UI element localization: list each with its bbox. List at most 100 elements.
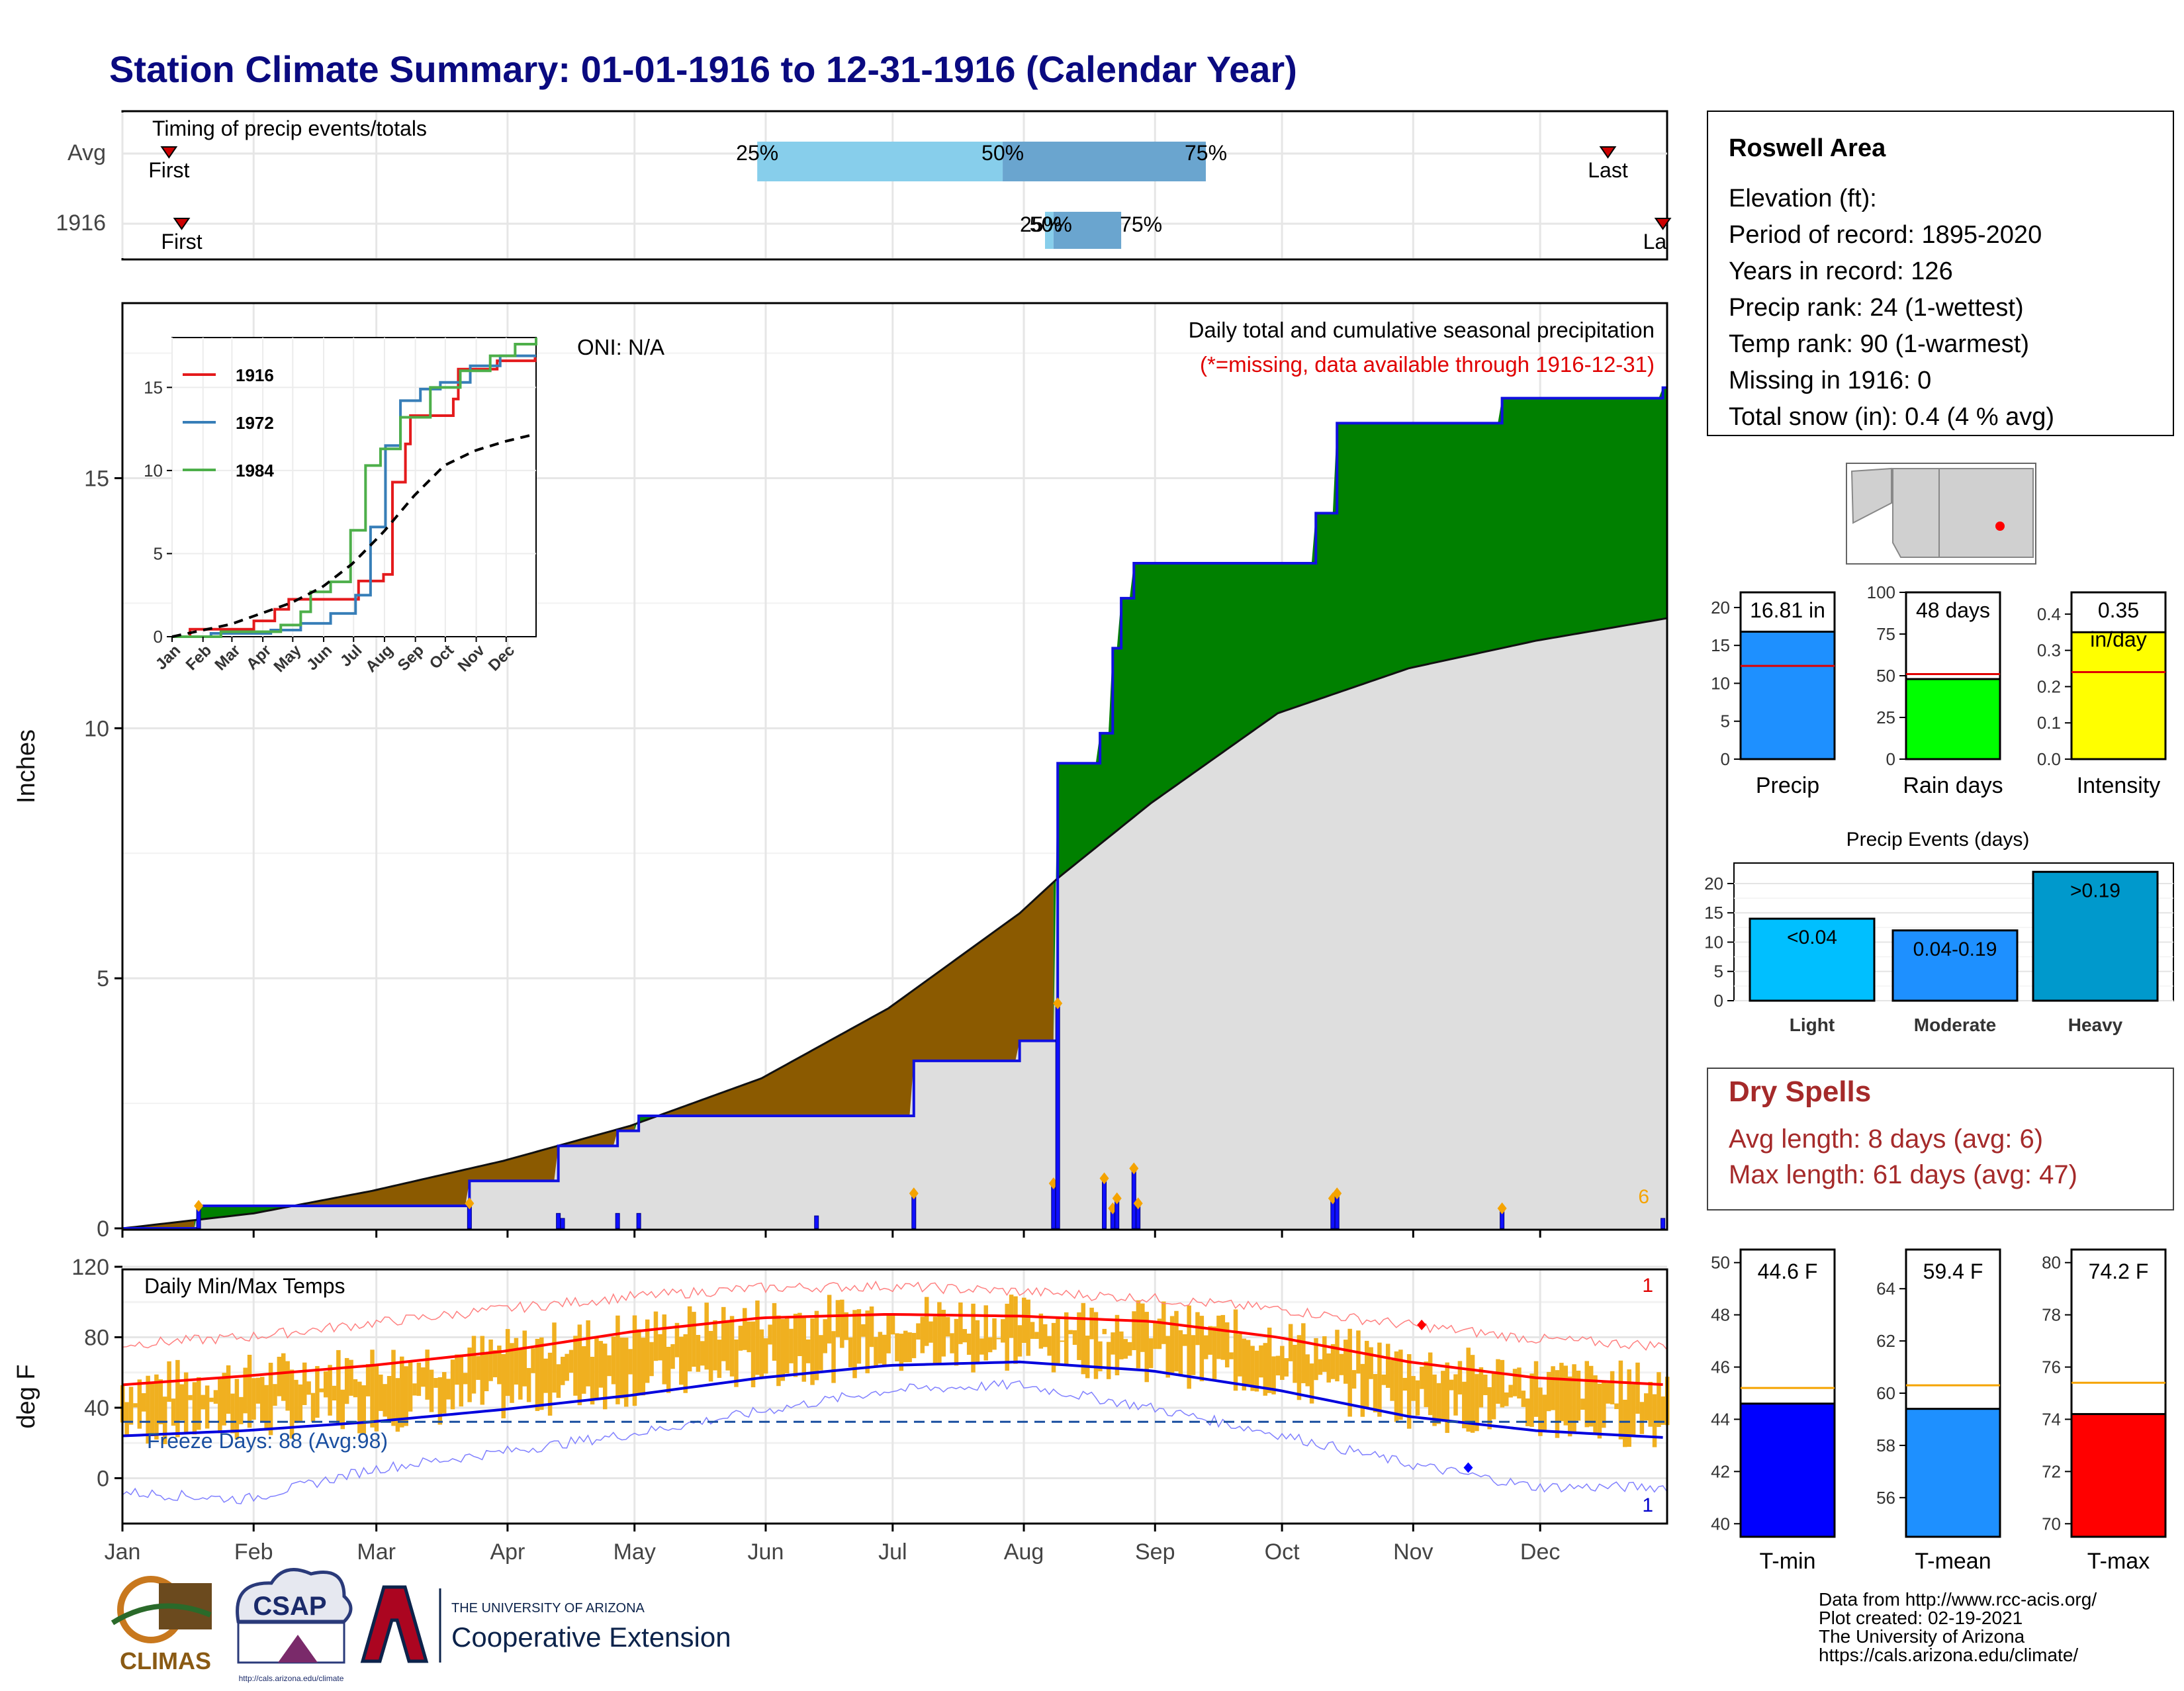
daily-temp-bar-173 bbox=[848, 1337, 853, 1367]
timing-bar-q2-year bbox=[1053, 212, 1122, 249]
daily-temp-bar-354 bbox=[1614, 1403, 1619, 1410]
daily-temp-bar-32 bbox=[251, 1378, 256, 1420]
event-bar-label-1: 0.04-0.19 bbox=[1913, 938, 1997, 960]
daily-temp-bar-257 bbox=[1203, 1335, 1208, 1359]
daily-temp-bar-106 bbox=[565, 1353, 569, 1381]
daily-temp-bar-359 bbox=[1635, 1362, 1640, 1414]
daily-temp-bar-287 bbox=[1330, 1344, 1336, 1379]
daily-temp-bar-61 bbox=[374, 1365, 379, 1432]
inset-ytick-label-3: 15 bbox=[144, 377, 163, 397]
daily-temp-bar-341 bbox=[1559, 1363, 1564, 1422]
daily-temp-bar-271 bbox=[1263, 1343, 1268, 1396]
climas-text: CLIMAS bbox=[120, 1647, 211, 1674]
station-name: Roswell Area bbox=[1729, 134, 1886, 162]
daily-temp-bar-190 bbox=[920, 1316, 925, 1353]
daily-temp-bar-105 bbox=[561, 1356, 565, 1385]
daily-temp-bar-3 bbox=[128, 1387, 134, 1425]
daily-temp-bar-347 bbox=[1584, 1361, 1590, 1428]
event-category-1: Moderate bbox=[1914, 1015, 1996, 1035]
daily-temp-bar-284 bbox=[1318, 1359, 1323, 1375]
daily-temp-bar-215 bbox=[1026, 1299, 1030, 1356]
daily-temp-bar-14 bbox=[175, 1359, 180, 1438]
daily-precip-marker-0 bbox=[194, 1199, 204, 1212]
daily-precip-marker-1 bbox=[465, 1197, 475, 1210]
daily-temp-bar-69 bbox=[408, 1362, 413, 1412]
daily-temp-bar-117 bbox=[611, 1336, 616, 1385]
daily-temp-bar-225 bbox=[1068, 1330, 1073, 1334]
daily-temp-bar-241 bbox=[1136, 1300, 1141, 1369]
daily-temp-bar-302 bbox=[1394, 1351, 1399, 1422]
daily-temp-bar-330 bbox=[1512, 1369, 1518, 1396]
daily-temp-bar-60 bbox=[370, 1349, 375, 1428]
daily-temp-bar-258 bbox=[1208, 1326, 1212, 1355]
daily-temp-bar-229 bbox=[1085, 1336, 1090, 1379]
daily-temp-bar-84 bbox=[471, 1336, 477, 1394]
daily-temp-bar-145 bbox=[729, 1316, 735, 1377]
daily-temp-bar-156 bbox=[776, 1315, 781, 1387]
events-marks: <0.04 Light 0.04-0.19 Moderate >0.19 Heavy 0 5 1… bbox=[1704, 862, 2174, 1035]
daily-precip-bar-18 bbox=[1661, 1218, 1666, 1229]
temp-bar-0-tick-label-5: 50 bbox=[1711, 1253, 1730, 1273]
normal-min-line bbox=[122, 1360, 1663, 1439]
daily-temp-bar-242 bbox=[1140, 1303, 1145, 1352]
daily-temp-bar-261 bbox=[1220, 1314, 1226, 1360]
daily-temp-bar-33 bbox=[255, 1377, 261, 1404]
daily-temp-bar-16 bbox=[183, 1372, 189, 1433]
temp-frame bbox=[121, 1268, 1668, 1525]
daily-temp-bar-223 bbox=[1060, 1340, 1065, 1342]
mini-bar-axis-label-1: Rain days bbox=[1903, 773, 2003, 798]
daily-temp-bar-209 bbox=[1001, 1319, 1005, 1343]
precip-header: Daily total and cumulative seasonal prec… bbox=[1189, 318, 1655, 342]
daily-temp-bar-134 bbox=[683, 1334, 688, 1393]
events-tick-label-3: 15 bbox=[1704, 903, 1723, 923]
record-max-line bbox=[122, 1280, 1668, 1351]
daily-temp-bar-2 bbox=[124, 1402, 129, 1438]
temp-count-top: 1 bbox=[1642, 1275, 1653, 1297]
daily-temp-bar-351 bbox=[1602, 1381, 1606, 1428]
daily-temp-bar-255 bbox=[1195, 1312, 1200, 1346]
daily-temp-bar-301 bbox=[1390, 1359, 1394, 1401]
daily-temp-bar-254 bbox=[1191, 1335, 1196, 1375]
daily-temp-bar-268 bbox=[1250, 1346, 1255, 1391]
daily-temp-bar-198 bbox=[954, 1318, 959, 1366]
daily-temp-bar-169 bbox=[831, 1331, 836, 1383]
daily-temp-bar-171 bbox=[840, 1299, 844, 1348]
daily-temp-bar-67 bbox=[400, 1356, 404, 1428]
daily-temp-bar-322 bbox=[1479, 1367, 1484, 1408]
daily-precip-marker-14 bbox=[1133, 1197, 1143, 1210]
daily-temp-bar-46 bbox=[310, 1393, 316, 1422]
daily-temp-bar-278 bbox=[1293, 1344, 1297, 1383]
inset-ytick-label-2: 10 bbox=[144, 461, 163, 480]
temp-bar-axis-label-1: T-mean bbox=[1915, 1549, 1991, 1574]
daily-temp-bar-97 bbox=[526, 1367, 531, 1402]
inset-line-1972 bbox=[172, 354, 536, 638]
daily-temp-bar-364 bbox=[1657, 1372, 1661, 1428]
precip-ytick-label-3: 15 bbox=[84, 466, 109, 491]
daily-temp-bar-311 bbox=[1432, 1374, 1437, 1426]
temp-bar-axis-label-0: T-min bbox=[1760, 1549, 1816, 1574]
daily-temp-bar-88 bbox=[488, 1339, 493, 1381]
daily-precip-bar-8 bbox=[1051, 1183, 1056, 1229]
daily-temp-bar-39 bbox=[281, 1353, 286, 1401]
daily-temp-bar-194 bbox=[937, 1302, 942, 1365]
mini-bar-0-tick-label-3: 15 bbox=[1711, 635, 1730, 655]
temp-ytick-label-3: 120 bbox=[71, 1255, 109, 1280]
daily-temp-bar-127 bbox=[653, 1311, 659, 1361]
temp-xtick-label-2: Mar bbox=[357, 1539, 396, 1565]
ua-logo: THE UNIVERSITY OF ARIZONA Cooperative Ex… bbox=[360, 1585, 731, 1663]
daily-temp-bar-76 bbox=[437, 1377, 443, 1425]
daily-temp-bar-81 bbox=[459, 1354, 464, 1407]
daily-temp-bar-75 bbox=[433, 1378, 438, 1388]
daily-temp-bar-250 bbox=[1174, 1310, 1179, 1371]
daily-temp-bar-337 bbox=[1542, 1394, 1547, 1430]
mini-bar-1-tick-label-2: 50 bbox=[1876, 666, 1895, 686]
daily-temp-bar-305 bbox=[1406, 1354, 1412, 1429]
daily-temp-bar-62 bbox=[379, 1374, 383, 1411]
temp-ytick-label-2: 80 bbox=[84, 1325, 109, 1350]
ua-small-text: THE UNIVERSITY OF ARIZONA bbox=[451, 1601, 645, 1616]
station-info-box: Roswell Area Elevation (ft): Period of r… bbox=[1707, 111, 2174, 436]
daily-temp-bar-114 bbox=[598, 1341, 604, 1388]
daily-temp-bar-18 bbox=[192, 1382, 197, 1435]
avg-p25-label: 25% bbox=[736, 141, 778, 165]
daily-temp-bar-339 bbox=[1551, 1366, 1555, 1410]
